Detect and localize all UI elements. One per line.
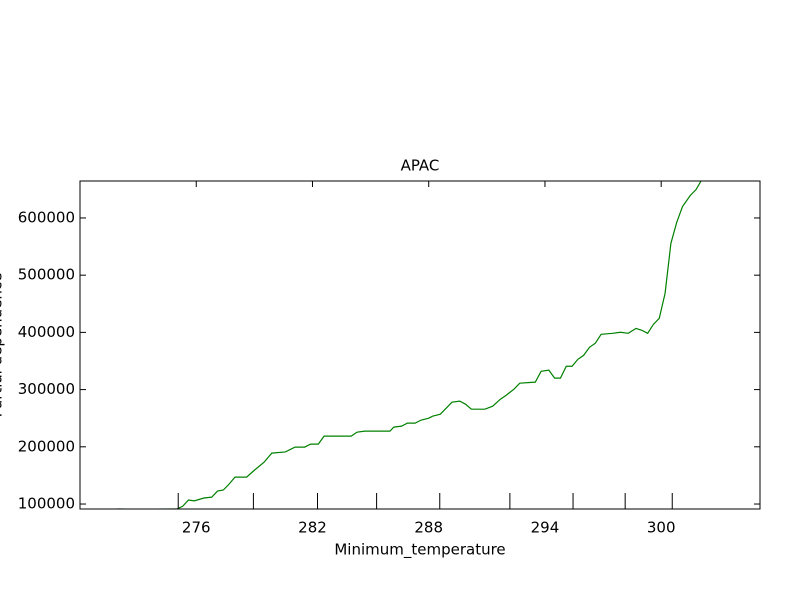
x-tick-label: 300	[647, 519, 676, 537]
y-tick-label: 100000	[18, 495, 75, 513]
data-line	[116, 181, 702, 509]
y-axis-label: Partial dependence	[0, 273, 6, 418]
y-tick-label: 400000	[18, 323, 75, 341]
y-tick-label: 300000	[18, 380, 75, 398]
x-tick-label: 288	[414, 519, 443, 537]
axes-frame	[79, 180, 761, 510]
x-tick-label: 282	[298, 519, 327, 537]
x-tick-label: 276	[182, 519, 211, 537]
chart-title: APAC	[401, 157, 440, 175]
y-tick-label: 500000	[18, 266, 75, 284]
x-axis-label: Minimum_temperature	[334, 541, 505, 560]
x-tick-label: 294	[531, 519, 560, 537]
plot-area	[116, 181, 702, 509]
y-tick-label: 200000	[18, 437, 75, 455]
y-tick-label: 600000	[18, 208, 75, 226]
